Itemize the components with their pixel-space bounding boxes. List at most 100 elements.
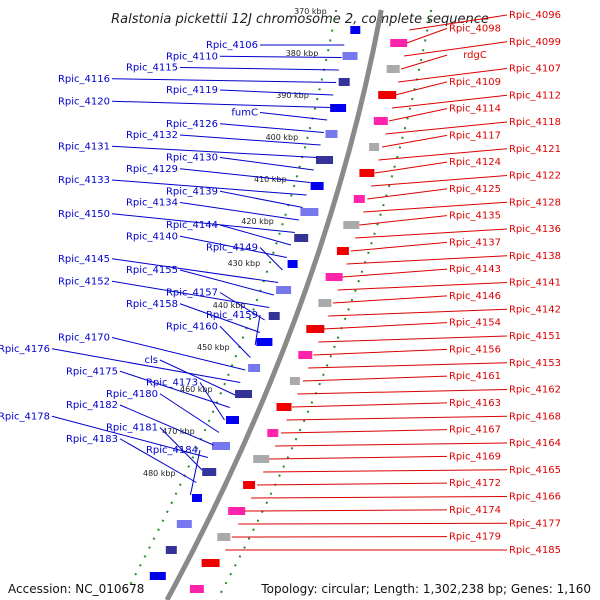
gene-feature (289, 377, 300, 385)
gene-label-left: Rpic_4115 (126, 63, 178, 74)
gene-label-right: Rpic_4107 (509, 64, 561, 75)
leader-line (119, 404, 214, 446)
gene-label-left: Rpic_4106 (206, 40, 258, 51)
gene-label-right: Rpic_4098 (449, 23, 501, 34)
gene-label-right: Rpic_4166 (509, 492, 561, 503)
leader-line (219, 123, 324, 133)
gene-label-right: Rpic_4125 (449, 184, 501, 195)
gene-label-right: Rpic_4136 (509, 224, 561, 235)
gene-label-left: Rpic_4110 (166, 51, 218, 62)
leader-line (367, 188, 448, 200)
gene-label-right: Rpic_4109 (449, 77, 501, 88)
leader-line (51, 415, 209, 458)
gene-label-right: Rpic_4118 (509, 117, 561, 128)
gene-feature (267, 429, 279, 437)
gene-label-left: Rpic_4157 (166, 288, 218, 299)
leader-line (363, 201, 508, 213)
leader-line (359, 215, 448, 226)
leader-line (308, 362, 508, 369)
gene-feature (165, 546, 177, 554)
leader-line (378, 148, 508, 161)
leader-line (385, 121, 508, 135)
gene-feature (248, 364, 261, 372)
kbp-tick-label: 450 kbp (197, 343, 230, 352)
gene-label-right: Rpic_4164 (509, 438, 561, 449)
topology-text: Topology: circular; Length: 1,302,238 bp… (261, 582, 591, 596)
gene-label-left: Rpic_4140 (126, 231, 178, 242)
leader-line (342, 268, 448, 278)
gene-feature (298, 351, 313, 359)
leader-line (392, 94, 508, 109)
leader-line (382, 134, 448, 148)
gene-label-left: Rpic_4182 (66, 400, 118, 411)
gene-feature (149, 572, 166, 580)
kbp-tick-label: 480 kbp (143, 469, 176, 478)
gene-feature (268, 312, 280, 320)
gene-feature (202, 468, 217, 476)
leader-line (179, 67, 339, 71)
gene-feature (330, 104, 347, 112)
leader-line (111, 100, 331, 108)
gene-label-right: Rpic_4185 (509, 545, 561, 556)
leader-line (179, 134, 321, 146)
gene-label-left: Rpic_4131 (58, 141, 110, 152)
leader-line (318, 335, 508, 343)
leader-line (406, 27, 448, 44)
leader-line (257, 482, 448, 486)
gene-feature (226, 416, 239, 424)
gene-label-right: Rpic_4179 (449, 532, 501, 543)
gene-feature (359, 169, 375, 177)
gene-label-right: Rpic_4143 (449, 264, 501, 275)
gene-label-right: Rpic_4135 (449, 211, 501, 222)
gene-label-right: Rpic_4146 (449, 291, 501, 302)
gene-label-right: Rpic_4096 (509, 10, 561, 21)
leader-line (159, 359, 236, 396)
gene-label-left: Rpic_4184 (146, 445, 198, 456)
gene-label-right: Rpic_4153 (509, 358, 561, 369)
gene-feature (310, 182, 324, 190)
leader-line (350, 241, 448, 252)
gene-feature (276, 403, 292, 411)
leader-line (111, 280, 270, 308)
leader-line (269, 455, 448, 460)
kbp-tick-label: 430 kbp (228, 259, 261, 268)
gene-label-left: Rpic_4183 (66, 434, 118, 445)
gene-label-right: Rpic_4121 (509, 144, 561, 155)
leader-line (159, 393, 220, 433)
leader-line (259, 247, 283, 271)
gene-label-right: Rpic_4174 (449, 505, 501, 516)
inner-dotted-ring (121, 9, 338, 600)
gene-label-left: Rpic_4133 (58, 175, 110, 186)
leader-line (179, 303, 261, 333)
gene-label-left: Rpic_4130 (166, 153, 218, 164)
gene-label-left: Rpic_4160 (166, 321, 218, 332)
gene-label-left: Rpic_4155 (126, 265, 178, 276)
backbone-arc (164, 9, 384, 600)
gene-feature (201, 559, 220, 567)
gene-label-left: Rpic_4149 (206, 243, 258, 254)
gene-label-left: Rpic_4180 (106, 389, 158, 400)
gene-label-left: Rpic_4181 (106, 423, 158, 434)
leader-line (388, 108, 448, 122)
gene-feature (176, 520, 192, 528)
kbp-tick-label: 390 kbp (276, 91, 309, 100)
leader-line (111, 258, 279, 283)
kbp-tick-label: 400 kbp (266, 133, 299, 142)
gene-feature (256, 338, 273, 346)
gene-feature (342, 52, 358, 60)
gene-label-right: Rpic_4138 (509, 251, 561, 262)
gene-feature (373, 117, 388, 125)
right-gene-labels: Rpic_4096 Rpic_4098 Rpic_4099 rdgC Rpic_4107… (225, 10, 561, 556)
gene-label-right: rdgC (463, 50, 487, 61)
gene-label-right: Rpic_4163 (449, 398, 501, 409)
leader-line (179, 269, 274, 296)
kbp-tick-label: 460 kbp (180, 385, 213, 394)
leader-line (297, 389, 508, 395)
gene-label-left: Rpic_4150 (58, 209, 110, 220)
leader-line (286, 415, 508, 421)
gene-feature (235, 390, 252, 398)
gene-label-right: Rpic_4169 (449, 451, 501, 462)
leader-line (355, 228, 508, 239)
leader-line (179, 168, 311, 183)
